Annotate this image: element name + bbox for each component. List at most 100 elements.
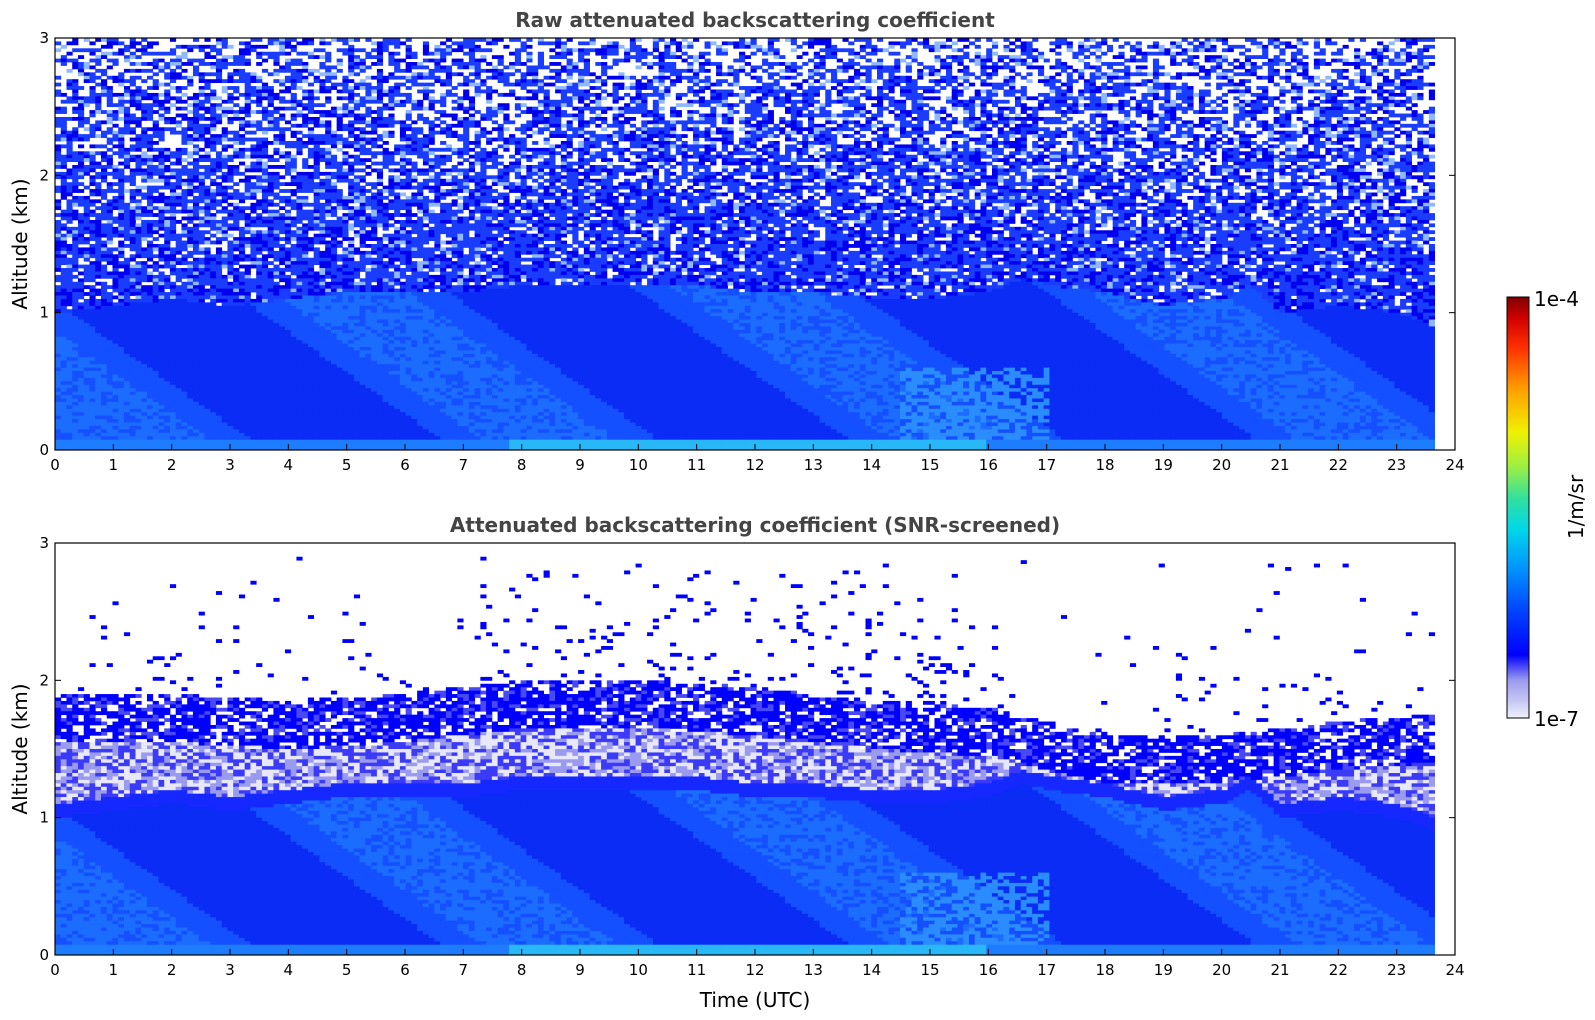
heatmap-cell [325, 381, 331, 385]
heatmap-cell [199, 138, 205, 142]
heatmap-cell [337, 347, 343, 351]
heatmap-cell [245, 299, 251, 303]
heatmap-cell [95, 354, 101, 358]
heatmap-cell [147, 347, 153, 351]
heatmap-cell [170, 220, 176, 224]
heatmap-cell [67, 83, 73, 87]
heatmap-cell [337, 271, 343, 275]
heatmap-cell [285, 440, 291, 444]
heatmap-cell [107, 213, 113, 217]
heatmap-cell [158, 347, 164, 351]
heatmap-cell [227, 93, 233, 97]
heatmap-cell [199, 131, 205, 135]
heatmap-cell [348, 114, 354, 118]
heatmap-cell [268, 364, 274, 368]
heatmap-cell [314, 405, 320, 409]
heatmap-cell [296, 395, 302, 399]
heatmap-cell [55, 227, 61, 231]
heatmap-cell [262, 117, 268, 121]
heatmap-cell [101, 217, 107, 221]
heatmap-cell [67, 217, 73, 221]
heatmap-cell [314, 278, 320, 282]
heatmap-cell [124, 320, 130, 324]
heatmap-cell [141, 347, 147, 351]
heatmap-cell [135, 210, 141, 214]
heatmap-cell [262, 309, 268, 313]
heatmap-cell [250, 48, 256, 52]
heatmap-cell [233, 378, 239, 382]
heatmap-cell [319, 395, 325, 399]
heatmap-cell [325, 213, 331, 217]
heatmap-cell [112, 175, 118, 179]
heatmap-cell [135, 141, 141, 145]
heatmap-cell [101, 416, 107, 420]
heatmap-cell [141, 227, 147, 231]
heatmap-cell [222, 392, 228, 396]
heatmap-cell [245, 320, 251, 324]
heatmap-cell [342, 223, 348, 227]
heatmap-cell [210, 217, 216, 221]
heatmap-cell [314, 330, 320, 334]
heatmap-cell [124, 412, 130, 416]
heatmap-cell [147, 289, 153, 293]
heatmap-cell [187, 179, 193, 183]
heatmap-cell [193, 114, 199, 118]
heatmap-cell [256, 350, 262, 354]
heatmap-cell [95, 374, 101, 378]
heatmap-cell [337, 282, 343, 286]
heatmap-cell [112, 320, 118, 324]
heatmap-cell [61, 278, 67, 282]
heatmap-cell [199, 179, 205, 183]
heatmap-cell [256, 230, 262, 234]
heatmap-cell [302, 399, 308, 403]
heatmap-cell [181, 258, 187, 262]
heatmap-cell [291, 59, 297, 63]
heatmap-cell [107, 409, 113, 413]
heatmap-cell [291, 313, 297, 317]
heatmap-cell [176, 302, 182, 306]
heatmap-cell [319, 316, 325, 320]
heatmap-cell [158, 127, 164, 131]
heatmap-cell [118, 368, 124, 372]
heatmap-cell [250, 402, 256, 406]
heatmap-cell [199, 114, 205, 118]
heatmap-cell [147, 429, 153, 433]
heatmap-cell [187, 155, 193, 159]
heatmap-cell [193, 244, 199, 248]
heatmap-cell [95, 330, 101, 334]
heatmap-cell [325, 340, 331, 344]
heatmap-cell [176, 344, 182, 348]
heatmap-cell [193, 392, 199, 396]
heatmap-cell [176, 388, 182, 392]
heatmap-cell [193, 265, 199, 269]
heatmap-cell [325, 172, 331, 176]
heatmap-cell [233, 155, 239, 159]
heatmap-cell [72, 268, 78, 272]
heatmap-cell [273, 344, 279, 348]
heatmap-cell [147, 148, 153, 152]
heatmap-cell [268, 316, 274, 320]
heatmap-cell [222, 275, 228, 279]
panel-raw: Raw attenuated backscattering coefficien… [8, 8, 1465, 474]
heatmap-cell [308, 41, 314, 45]
heatmap-cell [187, 347, 193, 351]
heatmap-cell [285, 357, 291, 361]
heatmap-cell [308, 52, 314, 56]
heatmap-cell [319, 436, 325, 440]
heatmap-cell [199, 364, 205, 368]
heatmap-cell [291, 124, 297, 128]
heatmap-cell [84, 127, 90, 131]
heatmap-cell [187, 443, 193, 447]
heatmap-cell [158, 419, 164, 423]
heatmap-cell [204, 429, 210, 433]
heatmap-cell [141, 48, 147, 52]
heatmap-cell [216, 275, 222, 279]
heatmap-cell [141, 419, 147, 423]
heatmap-cell [216, 282, 222, 286]
heatmap-cell [199, 124, 205, 128]
heatmap-cell [67, 220, 73, 224]
heatmap-cell [227, 96, 233, 100]
heatmap-cell [308, 278, 314, 282]
heatmap-cell [130, 340, 136, 344]
heatmap-cell [101, 313, 107, 317]
